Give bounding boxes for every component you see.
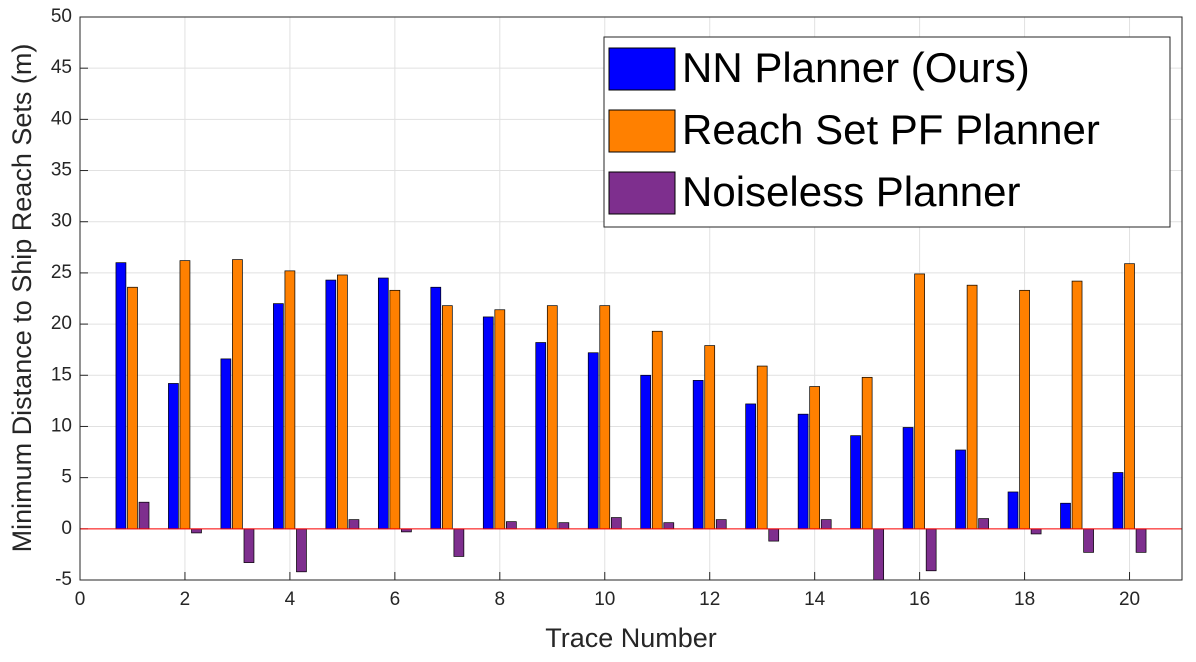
bar bbox=[873, 528, 885, 581]
legend-label: Reach Set PF Planner bbox=[682, 106, 1100, 153]
bar bbox=[296, 528, 307, 573]
bar bbox=[797, 413, 809, 530]
x-tick-label: 12 bbox=[699, 589, 720, 610]
bar bbox=[925, 528, 937, 572]
bar bbox=[453, 528, 465, 557]
y-tick-label: 10 bbox=[51, 415, 72, 436]
bar bbox=[389, 289, 401, 530]
bar bbox=[191, 528, 202, 534]
bar bbox=[850, 435, 861, 530]
legend-box bbox=[603, 36, 1171, 228]
x-tick-label: 4 bbox=[285, 589, 296, 610]
bar bbox=[179, 260, 191, 530]
y-tick-label: 40 bbox=[51, 108, 72, 129]
bar bbox=[220, 358, 232, 530]
bar bbox=[232, 259, 243, 530]
bar bbox=[1124, 263, 1135, 530]
bar bbox=[1112, 472, 1124, 530]
bar bbox=[1071, 280, 1083, 530]
bar bbox=[430, 286, 442, 530]
bar bbox=[441, 305, 453, 530]
y-tick-label: 25 bbox=[51, 262, 72, 283]
bar bbox=[1083, 528, 1094, 553]
x-tick-label: 14 bbox=[804, 589, 826, 610]
bar bbox=[640, 374, 652, 530]
legend-label: NN Planner (Ours) bbox=[682, 44, 1030, 91]
bar bbox=[587, 352, 599, 530]
legend-label: Noiseless Planner bbox=[682, 168, 1021, 215]
bar bbox=[127, 286, 138, 530]
axes-box bbox=[79, 16, 1183, 581]
legend-swatch bbox=[608, 47, 676, 91]
bar bbox=[1007, 491, 1019, 530]
bar bbox=[377, 277, 389, 530]
bar bbox=[756, 365, 768, 530]
bar bbox=[1019, 289, 1030, 530]
bar bbox=[745, 403, 756, 530]
bar bbox=[482, 316, 494, 530]
legend-swatch bbox=[608, 171, 676, 215]
x-tick-label: 18 bbox=[1014, 589, 1035, 610]
bar bbox=[768, 528, 780, 542]
bar bbox=[1030, 528, 1042, 535]
y-tick-label: 5 bbox=[61, 467, 72, 488]
y-tick-label: 50 bbox=[51, 6, 72, 27]
y-tick-label: 30 bbox=[51, 211, 72, 232]
y-axis-label: Minimum Distance to Ship Reach Sets (m) bbox=[7, 44, 37, 553]
x-tick-label: 8 bbox=[495, 589, 506, 610]
bar bbox=[663, 522, 675, 530]
bar bbox=[325, 279, 337, 530]
bar bbox=[651, 330, 663, 530]
bar bbox=[715, 519, 727, 530]
y-tick-label: -5 bbox=[55, 569, 72, 590]
bar bbox=[273, 303, 284, 530]
bar bbox=[535, 342, 547, 530]
bar bbox=[243, 528, 255, 563]
y-tick-label: 15 bbox=[51, 364, 72, 385]
y-tick-label: 45 bbox=[51, 57, 72, 78]
bar bbox=[546, 305, 558, 530]
y-tick-label: 35 bbox=[51, 160, 72, 181]
bar bbox=[902, 427, 914, 530]
bar bbox=[692, 380, 704, 530]
y-tick-label: 0 bbox=[61, 518, 72, 539]
bar bbox=[955, 449, 966, 530]
bar bbox=[115, 262, 127, 530]
x-tick-label: 10 bbox=[594, 589, 615, 610]
bar bbox=[861, 376, 873, 530]
legend-swatch bbox=[608, 109, 676, 153]
bar bbox=[1135, 528, 1147, 553]
bar bbox=[337, 274, 348, 530]
x-tick-label: 2 bbox=[180, 589, 191, 610]
bar bbox=[809, 386, 821, 530]
bar bbox=[168, 383, 179, 530]
bar bbox=[494, 309, 506, 530]
bar bbox=[138, 501, 150, 530]
bar bbox=[284, 270, 296, 530]
x-tick-label: 20 bbox=[1119, 589, 1140, 610]
bar bbox=[704, 345, 716, 530]
bar bbox=[610, 517, 622, 530]
bar bbox=[1060, 502, 1071, 530]
bar bbox=[978, 518, 989, 530]
x-tick-label: 0 bbox=[75, 589, 86, 610]
bar bbox=[506, 521, 517, 530]
bar bbox=[914, 273, 925, 530]
bar bbox=[966, 284, 978, 530]
bar bbox=[348, 519, 360, 530]
bar bbox=[599, 305, 611, 530]
x-tick-label: 6 bbox=[390, 589, 401, 610]
x-tick-label: 16 bbox=[909, 589, 930, 610]
y-tick-label: 20 bbox=[51, 313, 72, 334]
bar bbox=[820, 519, 832, 530]
bar bbox=[558, 522, 570, 530]
x-axis-label: Trace Number bbox=[545, 623, 717, 653]
